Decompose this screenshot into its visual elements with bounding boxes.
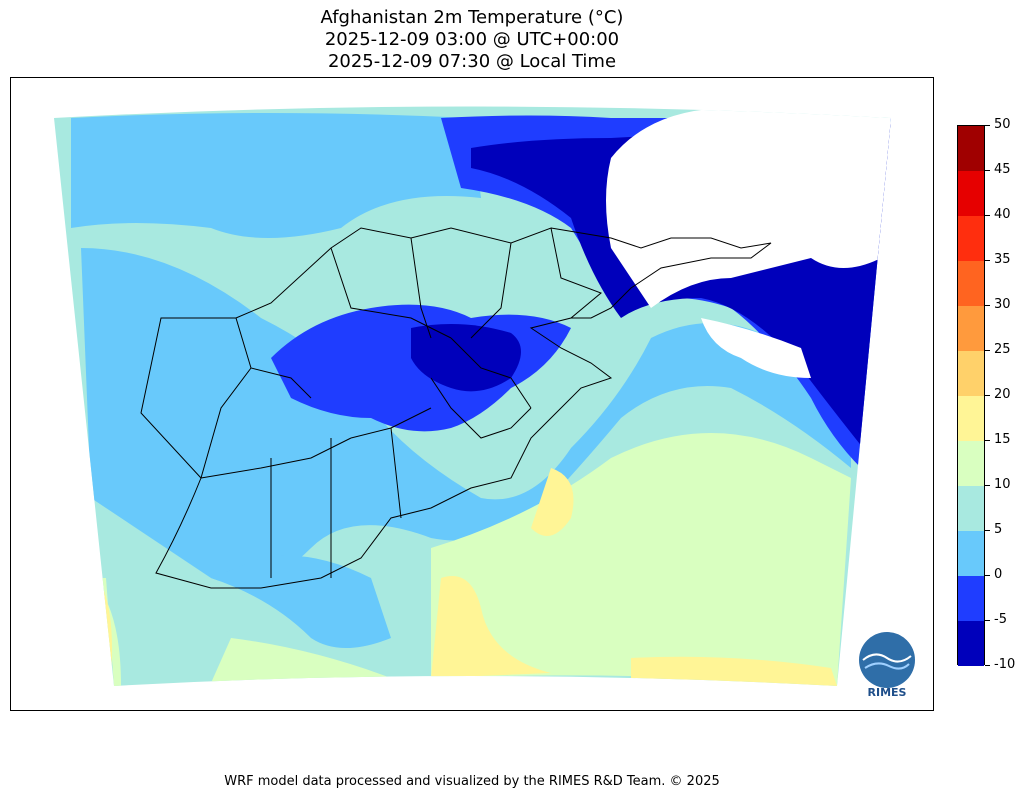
chart-title: Afghanistan 2m Temperature (°C) 2025-12-…	[0, 7, 944, 73]
colorbar-tick-label: 0	[994, 567, 1003, 582]
colorbar-tick	[985, 530, 990, 531]
colorbar-segment	[958, 306, 984, 351]
band-0-5-south	[211, 555, 391, 648]
colorbar-tick	[985, 440, 990, 441]
colorbar-tick	[985, 575, 990, 576]
colorbar-segment	[958, 171, 984, 216]
colorbar-tick-label: 30	[994, 297, 1011, 312]
colorbar-tick-label: 5	[994, 522, 1003, 537]
title-line-3: 2025-12-09 07:30 @ Local Time	[327, 51, 617, 72]
colorbar-tick-label: -10	[994, 657, 1016, 672]
colorbar-tick-label: -5	[994, 612, 1007, 627]
colorbar-tick	[985, 350, 990, 351]
colorbar-segment	[958, 261, 984, 306]
band-10-15-southwest	[91, 578, 121, 686]
colorbar-tick	[985, 665, 990, 666]
band-15-20-patch-1	[431, 576, 551, 678]
band-15-20-patch-2	[531, 468, 574, 536]
colorbar-tick	[985, 260, 990, 261]
colorbar-tick-label: 25	[994, 342, 1011, 357]
logo-text: RIMES	[868, 686, 907, 699]
colorbar-tick-label: 40	[994, 207, 1011, 222]
province-borders	[140, 227, 772, 589]
colorbar-tick-label: 20	[994, 387, 1011, 402]
colorbar-tick-label: 15	[994, 432, 1011, 447]
colorbar-segment	[958, 486, 984, 531]
band-minus10-minus5-central	[411, 324, 521, 392]
colorbar-tick	[985, 305, 990, 306]
colorbar-tick	[985, 170, 990, 171]
colorbar-tick	[985, 485, 990, 486]
colorbar-tick	[985, 125, 990, 126]
temperature-map	[54, 106, 891, 686]
colorbar-segment	[958, 351, 984, 396]
colorbar-segment	[958, 621, 984, 666]
colorbar-segment	[958, 441, 984, 486]
band-15-20-patch-3	[631, 656, 837, 686]
band-10-15-southeast	[431, 433, 851, 686]
below-minus10-northeast	[606, 108, 891, 308]
colorbar-tick	[985, 620, 990, 621]
below-minus10-patch	[701, 318, 811, 378]
colorbar-tick	[985, 395, 990, 396]
colorbar-tick-label: 45	[994, 162, 1011, 177]
band-10-15-south	[211, 638, 391, 683]
colorbar-segment	[958, 531, 984, 576]
rimes-logo: RIMES	[859, 632, 915, 699]
colorbar-tick	[985, 215, 990, 216]
title-line-1: Afghanistan 2m Temperature (°C)	[320, 7, 624, 28]
map-frame	[10, 77, 934, 711]
footer-credit: WRF model data processed and visualized …	[224, 774, 720, 789]
colorbar	[957, 125, 985, 666]
colorbar-tick-label: 10	[994, 477, 1011, 492]
colorbar-tick-label: 50	[994, 117, 1011, 132]
colorbar-tick-label: 35	[994, 252, 1011, 267]
band-0-5-north	[71, 113, 481, 238]
colorbar-segment	[958, 576, 984, 621]
colorbar-segment	[958, 126, 984, 171]
band-0-5-central	[81, 248, 851, 584]
colorbar-segment	[958, 216, 984, 261]
title-line-2: 2025-12-09 03:00 @ UTC+00:00	[324, 29, 620, 50]
colorbar-segment	[958, 396, 984, 441]
